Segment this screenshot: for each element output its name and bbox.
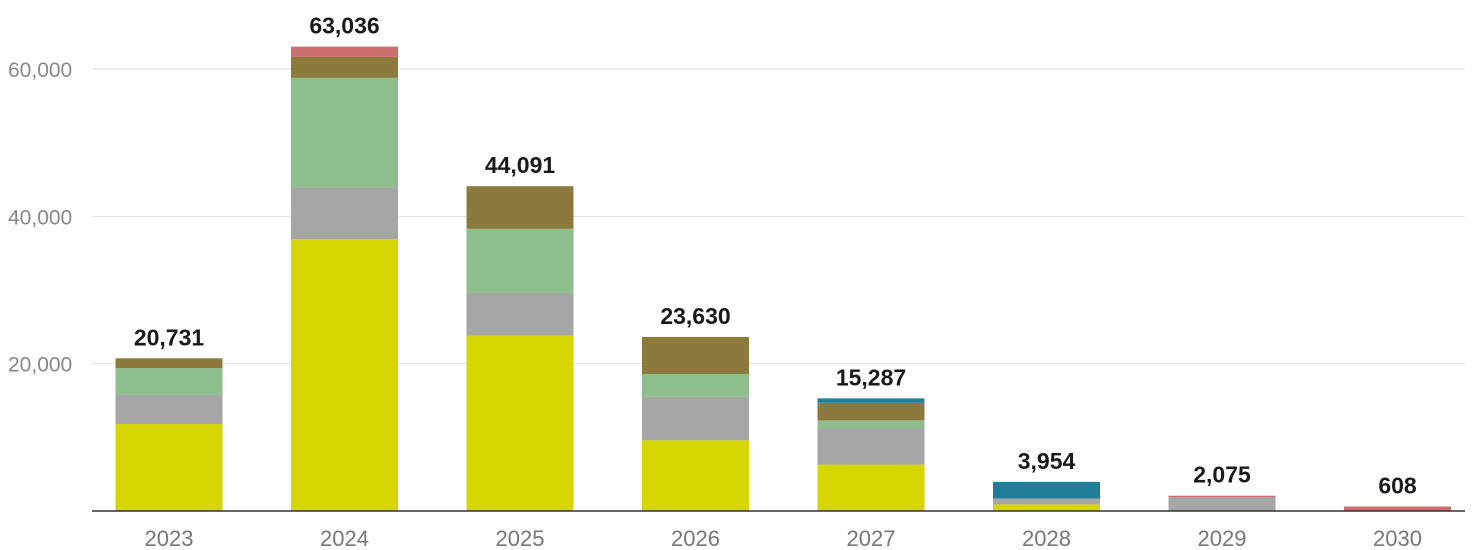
- x-tick-label: 2025: [496, 526, 545, 550]
- bar-segment: [817, 428, 925, 465]
- bar-segment: [466, 228, 574, 293]
- bar-stack: [291, 46, 398, 512]
- bar-segment: [642, 396, 749, 441]
- bar-segment: [993, 498, 1100, 505]
- bar-segment: [466, 186, 574, 229]
- bar-total-label: 15,287: [836, 364, 906, 390]
- x-tick-label: 2026: [671, 526, 720, 550]
- bar-segment: [1344, 506, 1451, 511]
- x-tick-label: 2029: [1198, 526, 1247, 550]
- bar-total-label: 3,954: [1018, 448, 1076, 474]
- bar-segment: [817, 398, 925, 403]
- bar-segment: [817, 420, 925, 429]
- bar-segment: [817, 464, 925, 511]
- bar-total-labels: 20,731 63,036 44,091 23,630 15,287 3,954 2,075…: [134, 13, 1417, 499]
- x-axis-tick-labels: 2023 2024 2025 2026 2027 2028 2029 2030: [145, 526, 1422, 550]
- bar-segment: [1168, 497, 1276, 511]
- bar-stack: [642, 336, 749, 511]
- x-tick-label: 2030: [1373, 526, 1422, 550]
- bar-total-label: 44,091: [485, 152, 556, 178]
- bar-segment: [466, 335, 574, 511]
- bar-segment: [466, 292, 574, 336]
- y-tick-label: 60,000: [8, 59, 72, 82]
- bar-total-label: 63,036: [309, 13, 379, 39]
- bar-stack: [993, 481, 1100, 511]
- bar-total-label: 23,630: [660, 303, 730, 329]
- bar-total-label: 2,075: [1193, 462, 1251, 488]
- bar-stack: [1344, 506, 1451, 511]
- bar-segment: [115, 394, 223, 425]
- y-tick-label: 20,000: [8, 354, 72, 377]
- bar-stack: [1168, 495, 1276, 511]
- bar-segment: [291, 46, 398, 57]
- bar-segment: [291, 239, 398, 512]
- bar-segment: [115, 424, 223, 511]
- bar-total-label: 608: [1378, 473, 1417, 499]
- bar-segment: [1168, 495, 1276, 498]
- bar-segment: [993, 481, 1100, 499]
- bar-segment: [642, 373, 749, 397]
- x-tick-label: 2023: [145, 526, 194, 550]
- y-axis-tick-labels: 20,000 40,000 60,000: [8, 59, 72, 377]
- bar-segment: [291, 187, 398, 240]
- y-tick-label: 40,000: [8, 206, 72, 229]
- bar-segment: [115, 368, 223, 395]
- bar-stack: [466, 186, 574, 511]
- bar-stack: [817, 398, 925, 511]
- x-tick-label: 2028: [1022, 526, 1071, 550]
- bars: [115, 46, 1451, 512]
- x-tick-label: 2024: [320, 526, 369, 550]
- bar-segment: [642, 336, 749, 374]
- bar-segment: [291, 77, 398, 188]
- bar-segment: [817, 402, 925, 421]
- x-tick-label: 2027: [847, 526, 896, 550]
- bar-total-label: 20,731: [134, 324, 205, 350]
- bar-segment: [291, 56, 398, 78]
- bar-segment: [993, 504, 1100, 511]
- bar-segment: [115, 358, 223, 369]
- bar-stack: [115, 358, 223, 511]
- bar-segment: [642, 440, 749, 511]
